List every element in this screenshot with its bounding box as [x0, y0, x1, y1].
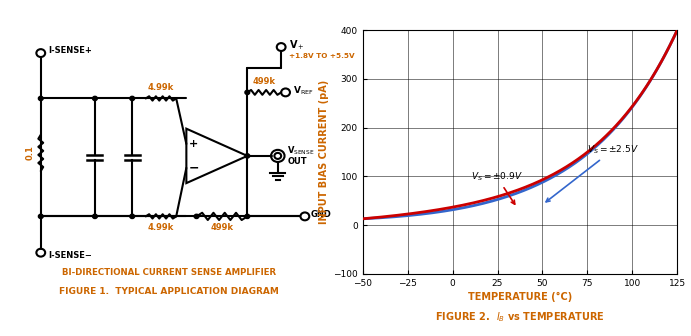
- Y-axis label: INPUT BIAS CURRENT (pA): INPUT BIAS CURRENT (pA): [319, 80, 329, 224]
- Text: −: −: [189, 161, 199, 174]
- Text: FIGURE 2.  $I_B$ vs TEMPERATURE: FIGURE 2. $I_B$ vs TEMPERATURE: [435, 310, 605, 325]
- Circle shape: [194, 214, 199, 218]
- Circle shape: [93, 96, 97, 100]
- Text: I-SENSE−: I-SENSE−: [48, 251, 92, 260]
- Circle shape: [245, 214, 249, 218]
- Text: V$_\mathrm{SENSE}$: V$_\mathrm{SENSE}$: [287, 144, 314, 157]
- Text: $V_S = ±2.5V$: $V_S = ±2.5V$: [546, 143, 639, 202]
- Text: V$_\mathrm{REF}$: V$_\mathrm{REF}$: [293, 85, 314, 97]
- Circle shape: [93, 214, 97, 218]
- Text: 499k: 499k: [253, 77, 276, 86]
- Circle shape: [245, 90, 249, 94]
- Circle shape: [245, 154, 249, 158]
- Text: 4.99k: 4.99k: [148, 223, 174, 232]
- Circle shape: [130, 214, 135, 218]
- Text: I-SENSE+: I-SENSE+: [48, 46, 92, 55]
- Text: 4.99k: 4.99k: [148, 83, 174, 92]
- Text: +1.8V TO +5.5V: +1.8V TO +5.5V: [289, 53, 354, 59]
- Circle shape: [39, 214, 43, 218]
- Text: 0.1: 0.1: [26, 145, 35, 160]
- Text: GND: GND: [311, 210, 332, 219]
- Circle shape: [130, 96, 135, 100]
- Circle shape: [39, 96, 43, 100]
- Text: V$_+$: V$_+$: [289, 38, 305, 51]
- Text: $V_S = ±0.9V$: $V_S = ±0.9V$: [471, 170, 522, 204]
- Text: +: +: [189, 139, 198, 149]
- Text: FIGURE 1.  TYPICAL APPLICATION DIAGRAM: FIGURE 1. TYPICAL APPLICATION DIAGRAM: [59, 288, 279, 296]
- Text: OUT: OUT: [287, 157, 307, 166]
- X-axis label: TEMPERATURE (°C): TEMPERATURE (°C): [468, 292, 572, 302]
- Text: 499k: 499k: [211, 223, 234, 232]
- Text: BI-DIRECTIONAL CURRENT SENSE AMPLIFIER: BI-DIRECTIONAL CURRENT SENSE AMPLIFIER: [62, 268, 276, 277]
